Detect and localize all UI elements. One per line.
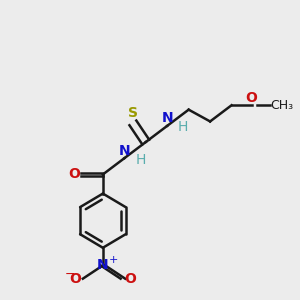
Text: N: N xyxy=(161,111,173,125)
Text: N: N xyxy=(118,144,130,158)
Text: H: H xyxy=(135,153,146,167)
Text: H: H xyxy=(178,120,188,134)
Text: +: + xyxy=(109,255,118,265)
Text: O: O xyxy=(124,272,136,286)
Text: N: N xyxy=(97,258,109,272)
Text: O: O xyxy=(70,272,81,286)
Text: CH₃: CH₃ xyxy=(271,99,294,112)
Text: O: O xyxy=(246,91,257,105)
Text: S: S xyxy=(128,106,138,120)
Text: O: O xyxy=(68,167,80,182)
Text: −: − xyxy=(65,268,76,281)
